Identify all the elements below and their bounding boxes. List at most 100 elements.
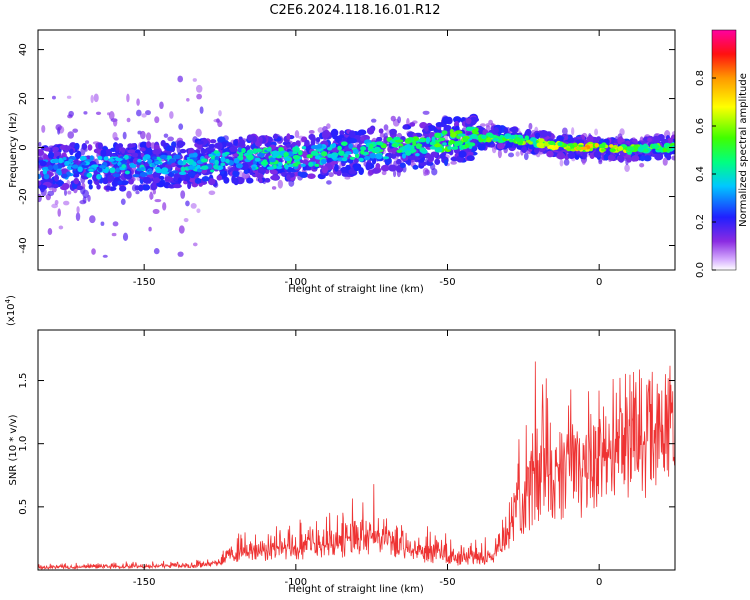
- spectrogram-cell: [53, 158, 60, 164]
- snr-multiplier: (x104): [4, 295, 17, 326]
- spectrogram-cell: [86, 172, 93, 178]
- spectrogram-cell: [168, 158, 176, 164]
- spectrogram-cell: [506, 140, 513, 148]
- colorbar-tick-label: 0.8: [695, 70, 706, 86]
- snr-x-label: Height of straight line (km): [288, 584, 424, 595]
- spectrogram-cell: [120, 198, 126, 206]
- spectrogram-cell: [81, 161, 87, 166]
- spectrogram-cell: [74, 152, 81, 160]
- spectrogram-cell: [119, 185, 127, 192]
- colorbar-tick-label: 0.0: [695, 262, 706, 278]
- spectrogram-cell: [200, 147, 206, 155]
- spectrogram-cell: [96, 184, 101, 190]
- colorbar-tick-label: 0.2: [695, 214, 706, 230]
- spectrogram-cell: [321, 165, 329, 174]
- spectrogram-cell: [237, 147, 243, 153]
- spectrogram-cell: [466, 155, 475, 161]
- spectrogram-cell: [52, 184, 59, 189]
- spectrogram-cell: [392, 143, 397, 147]
- spectrogram-cell: [317, 143, 323, 149]
- spectrogram-cell: [528, 122, 533, 130]
- spectrogram-cell: [594, 143, 600, 148]
- spectrogram-cell: [330, 153, 337, 160]
- spectrogram-cell: [647, 137, 652, 142]
- spectrogram-cell: [439, 153, 446, 160]
- spectrogram-cell: [75, 212, 81, 222]
- spectrogram-cell: [88, 168, 94, 172]
- spectrogram-cell: [425, 136, 431, 143]
- spectrogram-cell: [308, 161, 314, 167]
- spectrogram-cell: [99, 165, 107, 169]
- spectrogram-cell: [396, 149, 403, 154]
- spectrogram-cell: [458, 150, 467, 158]
- spectrogram-cell: [38, 173, 42, 180]
- spectrogram-cell: [216, 174, 223, 181]
- spectrogram-cell: [213, 150, 220, 154]
- spectrogram-cell: [117, 180, 123, 185]
- spectrogram-cell: [538, 138, 545, 143]
- spectrogram-cell: [85, 140, 90, 144]
- spectrogram-cell: [223, 176, 230, 184]
- spectrogram-cell: [216, 118, 220, 123]
- spectrogram-cell: [366, 127, 375, 135]
- spectrogram-cell: [142, 176, 152, 184]
- spectrogram-cell: [136, 98, 140, 106]
- spectrogram-cell: [55, 124, 62, 131]
- spectrogram-cell: [178, 225, 185, 234]
- spectrogram-cell: [434, 143, 441, 148]
- spectrogram-cell: [238, 152, 244, 157]
- spectrogram-cell: [214, 155, 220, 162]
- spectrogram-cell: [327, 146, 333, 151]
- spectrogram-cell: [89, 215, 96, 224]
- spectrogram-cell: [557, 141, 563, 146]
- spectrogram-cell: [334, 135, 343, 142]
- spectrogram-cell: [165, 155, 173, 160]
- spectrogram-cell: [304, 139, 310, 147]
- spectrogram-cell: [431, 168, 438, 176]
- spectrogram-cell: [504, 133, 512, 140]
- spectrogram-cell: [123, 154, 129, 160]
- spectrogram-cell: [185, 200, 190, 207]
- spectrogram-cell: [308, 130, 315, 134]
- spectrogram-cell: [209, 139, 217, 144]
- colorbar-tick-label: 0.4: [695, 166, 706, 182]
- spectrogram-cell: [255, 148, 263, 153]
- spectrogram-heatmap: [38, 75, 675, 258]
- figure-title: C2E6.2024.118.16.01.R12: [269, 3, 440, 18]
- spectrogram-cell: [192, 161, 197, 167]
- spectrogram-cell: [563, 158, 570, 166]
- spectrogram-cell: [208, 153, 213, 157]
- spectrogram-cell: [334, 163, 339, 172]
- spectrogram-cell: [348, 130, 356, 139]
- spectrogram-cell: [122, 131, 127, 140]
- spectrogram-cell: [200, 158, 208, 163]
- spectrogram-frame: [37, 29, 676, 271]
- spectrogram-cell: [48, 151, 55, 159]
- spectrogram-cell: [103, 156, 109, 161]
- spectrogram-cell: [356, 143, 362, 152]
- spectrogram-cell: [525, 139, 531, 143]
- spectrogram-cell: [187, 171, 196, 177]
- spectrogram-cell: [87, 179, 93, 185]
- spectrogram-cell: [115, 158, 123, 162]
- spectrogram-cell: [192, 152, 198, 158]
- spectrogram-cell: [336, 169, 342, 177]
- spectrogram-cell: [266, 166, 275, 170]
- spectrogram-cell: [358, 157, 364, 162]
- spectrogram-cell: [169, 111, 174, 119]
- spectrogram-cell: [68, 110, 74, 117]
- spectrogram-cell: [136, 109, 142, 117]
- spectrogram-cell: [337, 145, 342, 151]
- spectrogram-cell: [624, 164, 630, 173]
- spectrogram-cell: [320, 158, 327, 165]
- spectrogram-cell: [326, 180, 332, 185]
- spectrogram-cell: [404, 138, 411, 144]
- spectrogram-cell: [330, 128, 339, 137]
- spectrogram-cell: [395, 158, 402, 165]
- spectrogram-cell: [292, 154, 301, 160]
- spectrogram-cell: [42, 169, 48, 175]
- spectrogram-cell: [162, 202, 167, 211]
- spectrogram-cell: [471, 128, 477, 135]
- spectrogram-cell: [272, 155, 277, 159]
- spectrogram-cell: [177, 75, 184, 83]
